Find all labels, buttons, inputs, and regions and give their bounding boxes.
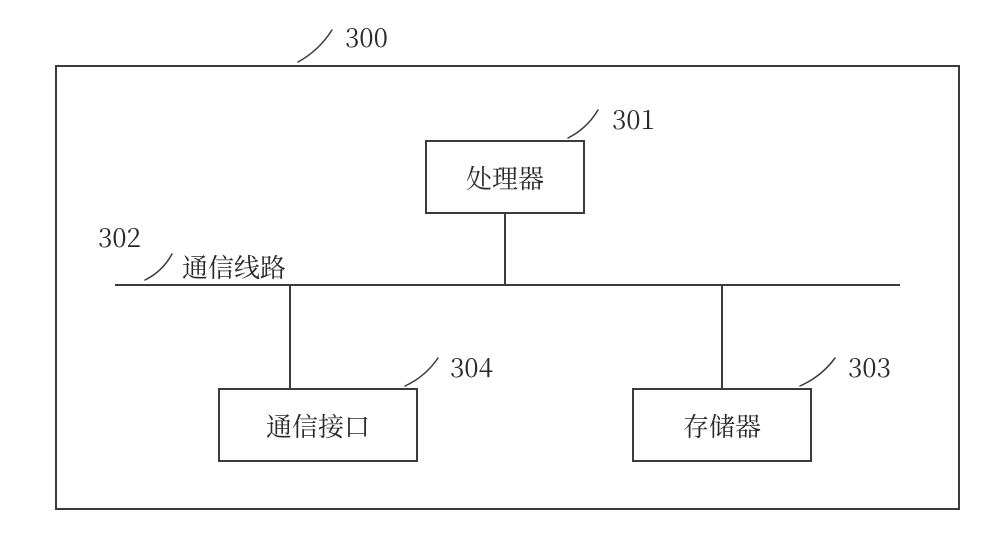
node-memory-label: 存储器 <box>683 407 761 444</box>
node-processor: 处理器 <box>425 140 585 214</box>
node-processor-label: 处理器 <box>466 159 544 196</box>
connector-lines <box>0 0 1000 543</box>
node-comm-interface: 通信接口 <box>218 388 418 462</box>
ref-304: 304 <box>450 348 493 385</box>
diagram-stage: 处理器 通信接口 存储器 通信线路 300 302 301 304 303 <box>0 0 1000 543</box>
ref-300: 300 <box>345 18 388 55</box>
node-memory: 存储器 <box>632 388 812 462</box>
ref-301: 301 <box>612 100 655 137</box>
ref-303: 303 <box>848 348 891 385</box>
node-comm-interface-label: 通信接口 <box>266 407 370 444</box>
ref-302: 302 <box>98 218 141 255</box>
bus-label: 通信线路 <box>182 248 286 285</box>
